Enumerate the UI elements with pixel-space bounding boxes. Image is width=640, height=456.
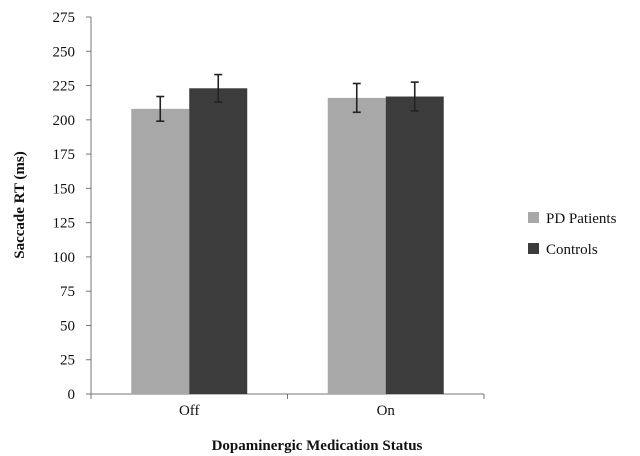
y-tick-label: 125: [53, 216, 76, 232]
legend-swatch: [528, 243, 539, 254]
legend-label: PD Patients: [546, 211, 617, 227]
y-tick-label: 250: [53, 44, 76, 60]
y-tick-label: 175: [53, 147, 76, 163]
y-tick-label: 0: [68, 387, 76, 403]
y-tick-label: 200: [53, 113, 76, 129]
y-tick-label: 50: [60, 318, 75, 334]
legend-label: Controls: [546, 242, 598, 258]
bar: [327, 97, 386, 394]
y-tick-label: 25: [60, 353, 75, 369]
legend: PD Patients Controls: [528, 211, 617, 258]
legend-swatch: [528, 212, 539, 223]
x-axis-title: Dopaminergic Medication Status: [212, 438, 423, 454]
bar: [189, 88, 248, 395]
y-tick-label: 75: [60, 284, 75, 300]
y-tick-label: 275: [53, 10, 76, 26]
bars: [131, 73, 444, 395]
y-tick-label: 225: [53, 79, 76, 95]
y-axis: 0 25 50 75 100 125 150 175 200 225 250 275: [53, 10, 92, 403]
x-tick-label: Off: [179, 403, 200, 419]
bar: [131, 108, 190, 395]
bar: [385, 96, 444, 394]
y-axis-title: Saccade RT (ms): [12, 151, 28, 259]
x-tick-label: On: [377, 403, 396, 419]
x-axis: Off On: [90, 393, 485, 419]
y-tick-label: 150: [53, 181, 76, 197]
y-tick-label: 100: [53, 250, 76, 266]
